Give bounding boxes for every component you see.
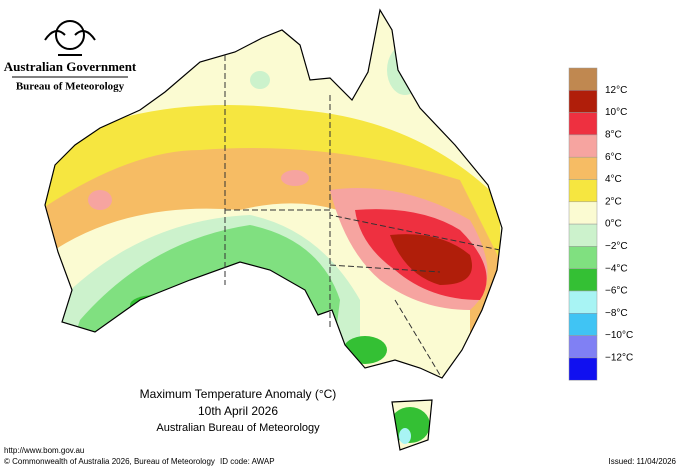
legend-swatch — [568, 134, 598, 158]
legend-swatch — [568, 90, 598, 113]
issued: Issued: 11/04/2026 — [609, 457, 677, 466]
legend-swatch — [568, 313, 598, 336]
map-title: Maximum Temperature Anomaly (°C) — [140, 387, 337, 401]
state-borders — [224, 55, 501, 376]
legend-label: 10°C — [605, 107, 627, 118]
coat-of-arms — [44, 20, 96, 56]
legend-label: −10°C — [605, 330, 633, 341]
legend-label: −6°C — [605, 286, 628, 297]
legend-swatch — [568, 67, 598, 91]
legend-label: 4°C — [605, 174, 622, 185]
legend-swatch — [568, 201, 598, 225]
legend-label: 12°C — [605, 85, 627, 96]
agency: Bureau of Meteorology — [16, 81, 125, 93]
legend-swatch — [568, 179, 598, 203]
url: http://www.bom.gov.au — [4, 446, 84, 455]
legend-swatch — [568, 156, 598, 180]
legend-swatch — [568, 112, 598, 136]
legend-swatch — [568, 357, 598, 381]
legend-label: 8°C — [605, 130, 622, 141]
legend-label: 0°C — [605, 219, 622, 230]
id-code: ID code: AWAP — [220, 457, 275, 466]
coastline — [44, 8, 503, 451]
legend-label: −2°C — [605, 241, 628, 252]
legend-label: 6°C — [605, 152, 622, 163]
legend-swatch — [568, 335, 598, 359]
legend-swatch — [568, 246, 598, 269]
legend-swatch — [568, 223, 598, 247]
legend-swatch — [568, 268, 598, 292]
map-source: Australian Bureau of Meteorology — [156, 422, 320, 434]
legend-label: 2°C — [605, 196, 622, 207]
legend-label: −12°C — [605, 353, 633, 364]
legend: 12°C 10°C 8°C 6°C 4°C 2°C 0°C −2°C −4°C −6°C −8°C −… — [568, 67, 633, 381]
legend-label: −4°C — [605, 263, 628, 274]
legend-swatch — [568, 290, 598, 314]
map-date: 10th April 2026 — [198, 404, 278, 418]
copyright: © Commonwealth of Australia 2026, Bureau… — [4, 457, 215, 466]
government: Australian Government — [4, 59, 137, 74]
legend-label: −8°C — [605, 308, 628, 319]
